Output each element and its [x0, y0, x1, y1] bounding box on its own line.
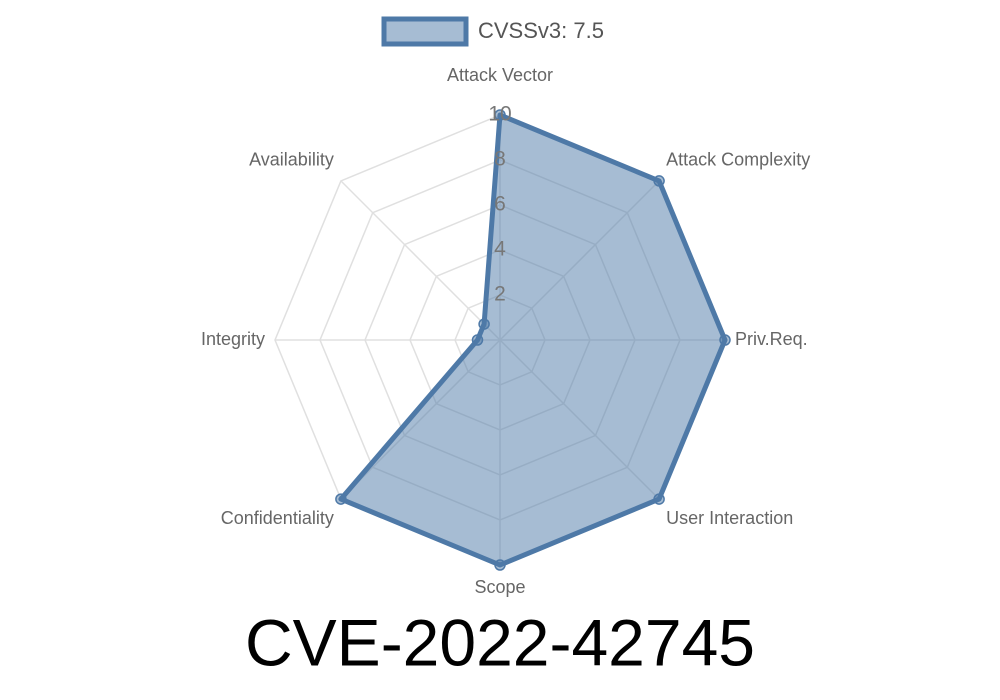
legend-label: CVSSv3: 7.5	[478, 18, 604, 43]
axis-label: Attack Complexity	[666, 150, 810, 170]
r-tick-label: 10	[488, 103, 511, 126]
radar-point	[494, 559, 506, 571]
r-tick-label: 2	[494, 283, 506, 306]
axis-label: Integrity	[201, 329, 265, 349]
radar-point	[471, 334, 484, 346]
r-tick-label: 6	[494, 193, 506, 216]
r-tick-label: 8	[494, 148, 506, 171]
radar-point	[653, 175, 665, 187]
radar-point	[494, 109, 506, 121]
legend-swatch	[381, 16, 469, 47]
r-tick-label: 4	[494, 238, 506, 261]
chart-title: CVE-2022-42745	[245, 605, 755, 679]
axis-label: Confidentiality	[221, 508, 334, 528]
axis-label: Availability	[249, 150, 334, 170]
axis-label: Attack Vector	[447, 65, 553, 85]
radar-point	[478, 318, 490, 330]
axis-label: Scope	[474, 577, 525, 597]
spoke	[340, 180, 501, 341]
radar-point	[335, 493, 347, 505]
axis-label: User Interaction	[666, 508, 793, 528]
radar-point	[653, 493, 665, 505]
axis-label: Priv.Req.	[735, 329, 808, 349]
radar-point	[719, 334, 731, 346]
